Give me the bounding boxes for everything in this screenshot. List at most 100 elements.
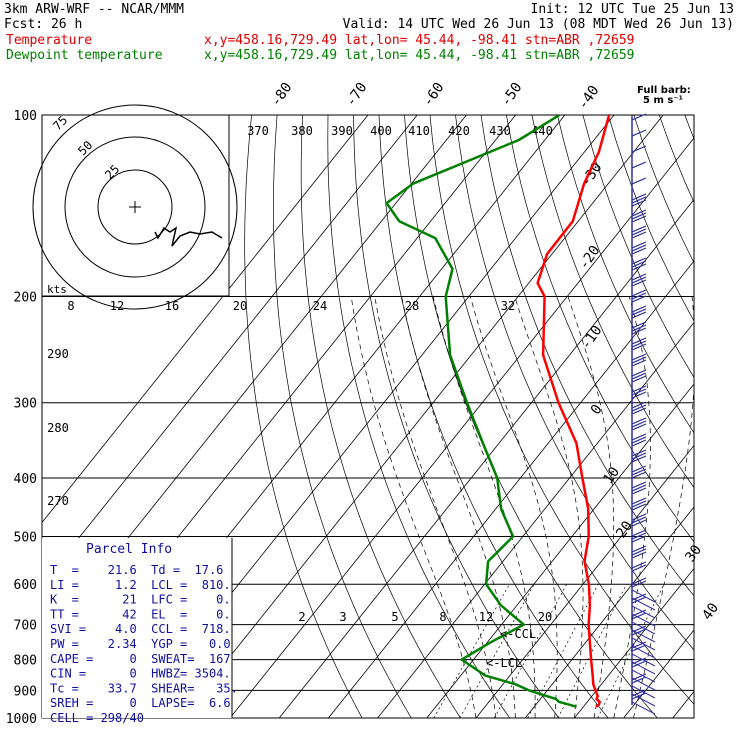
- isotherm-label: 10: [600, 464, 623, 487]
- wind-barb-feather: [631, 589, 656, 603]
- wind-barb: [631, 257, 647, 271]
- pressure-tick-label: 400: [14, 472, 37, 487]
- wind-barb: [631, 545, 647, 559]
- dry-adiabat-line: [710, 115, 740, 718]
- wind-barb: [631, 385, 647, 399]
- isotherm-label: -50: [498, 80, 526, 110]
- hodograph-trace: [154, 226, 223, 247]
- pressure-tick-label: 300: [14, 397, 37, 412]
- theta-label: 410: [408, 124, 430, 138]
- moist-adiabat-line: [401, 296, 516, 718]
- wind-barb-feather: [631, 685, 656, 699]
- wind-barb-feather: [631, 637, 656, 651]
- mixing-ratio-line: [459, 584, 535, 718]
- pressure-tick-label: 700: [14, 619, 37, 634]
- wind-barb: [631, 497, 647, 511]
- dry-adiabat-line: [455, 115, 694, 651]
- moist-adiabat-line: [633, 296, 694, 718]
- header: 3km ARW-WRF -- NCAR/MMM Init: 12 UTC Tue…: [4, 2, 734, 63]
- isotherm-label: -70: [343, 80, 371, 110]
- parcel-info-row: Tc = 33.7 SHEAR= 35.: [50, 681, 238, 695]
- moist-adiabat-line: [469, 296, 558, 718]
- isotherm-line: [180, 115, 664, 718]
- mixing-ratio-label: 24: [313, 299, 327, 313]
- init-time: Init: 12 UTC Tue 25 Jun 13: [531, 2, 735, 17]
- dewpoint-profile: [385, 115, 577, 709]
- theta-label: 370: [247, 124, 269, 138]
- wind-barb: [631, 321, 647, 335]
- wind-barb: [631, 577, 647, 588]
- mixing-ratio-low-label: 12: [479, 610, 493, 624]
- wind-barb: [631, 113, 647, 121]
- hodograph-ring: [97, 169, 173, 245]
- dry-adiabat-line: [557, 115, 694, 434]
- moist-adiabat-line: [514, 296, 584, 718]
- dry-adiabat-line: [633, 115, 694, 264]
- dry-adiabat-line: [608, 115, 694, 322]
- wind-barb: [631, 449, 647, 463]
- wind-barb: [631, 225, 647, 239]
- dry-adiabat-line: [480, 115, 694, 597]
- parcel-info-rows: T = 21.6 Td = 17.6LI = 1.2 LCL = 810.K =…: [50, 563, 238, 725]
- parcel-info-row: CIN = 0 HWBZ= 3504.: [50, 667, 231, 681]
- dry-adiabat-line: [353, 115, 560, 718]
- dry-adiabat-line: [300, 115, 461, 718]
- pressure-tick-label: 500: [14, 530, 37, 545]
- moist-adiabat-line: [374, 296, 497, 718]
- wind-barb: [631, 241, 647, 255]
- wind-barb: [631, 305, 647, 319]
- isotherm-label: -40: [575, 83, 603, 113]
- mixing-ratio-label: 16: [165, 299, 179, 313]
- isotherm-label: 0: [588, 402, 606, 418]
- theta-label: 380: [291, 124, 313, 138]
- wind-barb-feather: [631, 661, 656, 675]
- theta-e-label: 290: [47, 347, 69, 361]
- dry-adiabat-line: [658, 115, 694, 204]
- parcel-info-row: K = 21 LFC = 0.: [50, 593, 231, 607]
- parcel-info-row: SREH = 0 LAPSE= 6.6: [50, 696, 231, 710]
- isotherm-line: [524, 506, 694, 718]
- wind-barb: [631, 353, 647, 367]
- wind-barb-feather: [631, 645, 656, 659]
- dry-adiabat-line: [273, 115, 412, 718]
- moist-adiabat-line: [567, 296, 615, 718]
- pressure-tick-label: 200: [14, 291, 37, 306]
- parcel-info-title: Parcel Info: [86, 542, 172, 557]
- parcel-info-row: T = 21.6 Td = 17.6: [50, 563, 223, 577]
- wind-barb: [631, 337, 647, 351]
- wind-barb-feather: [631, 621, 656, 635]
- parcel-info-row: LI = 1.2 LCL = 810.: [50, 578, 231, 592]
- mixing-ratio-low-label: 3: [339, 610, 346, 624]
- barb-legend-title: Full barb:: [637, 85, 691, 96]
- barb-legend-units: 5 m s⁻¹: [643, 95, 683, 106]
- dewpoint-legend-info: x,y=458.16,729.49 lat,lon= 45.44, -98.41…: [204, 48, 634, 63]
- wind-barb: [631, 161, 647, 169]
- moist-adiabat-line: [432, 296, 536, 718]
- isotherm-label: 40: [699, 600, 722, 623]
- theta-label: 400: [370, 124, 392, 138]
- dry-adiabat-line: [684, 115, 694, 140]
- mixing-ratio-line: [494, 584, 567, 718]
- mixing-ratio-label: 8: [67, 299, 74, 313]
- theta-label: 440: [531, 124, 553, 138]
- isotherm-line: [328, 260, 694, 718]
- temperature-legend-label: Temperature: [6, 33, 92, 48]
- temperature-legend-info: x,y=458.16,729.49 lat,lon= 45.44, -98.41…: [204, 33, 634, 48]
- wind-barb-feather: [631, 653, 656, 667]
- wind-barb: [631, 289, 647, 303]
- dry-adiabat-line: [327, 115, 510, 718]
- lcl-marker: <-LCL: [486, 656, 522, 670]
- wind-barb-feather: [631, 605, 656, 619]
- hodograph-ring: [64, 136, 206, 278]
- wind-barb: [631, 273, 647, 287]
- isotherm-line: [672, 690, 694, 718]
- mixing-ratio-line: [527, 584, 599, 718]
- valid-time: Valid: 14 UTC Wed 26 Jun 13 (08 MDT Wed …: [343, 17, 734, 32]
- wind-barb-feather: [631, 669, 656, 683]
- isotherm-line: [426, 383, 694, 718]
- parcel-info-row: CELL = 298/40: [50, 711, 144, 725]
- pressure-tick-label: 600: [14, 578, 37, 593]
- mixing-ratio-line: [557, 584, 627, 718]
- model-title: 3km ARW-WRF -- NCAR/MMM: [4, 2, 184, 17]
